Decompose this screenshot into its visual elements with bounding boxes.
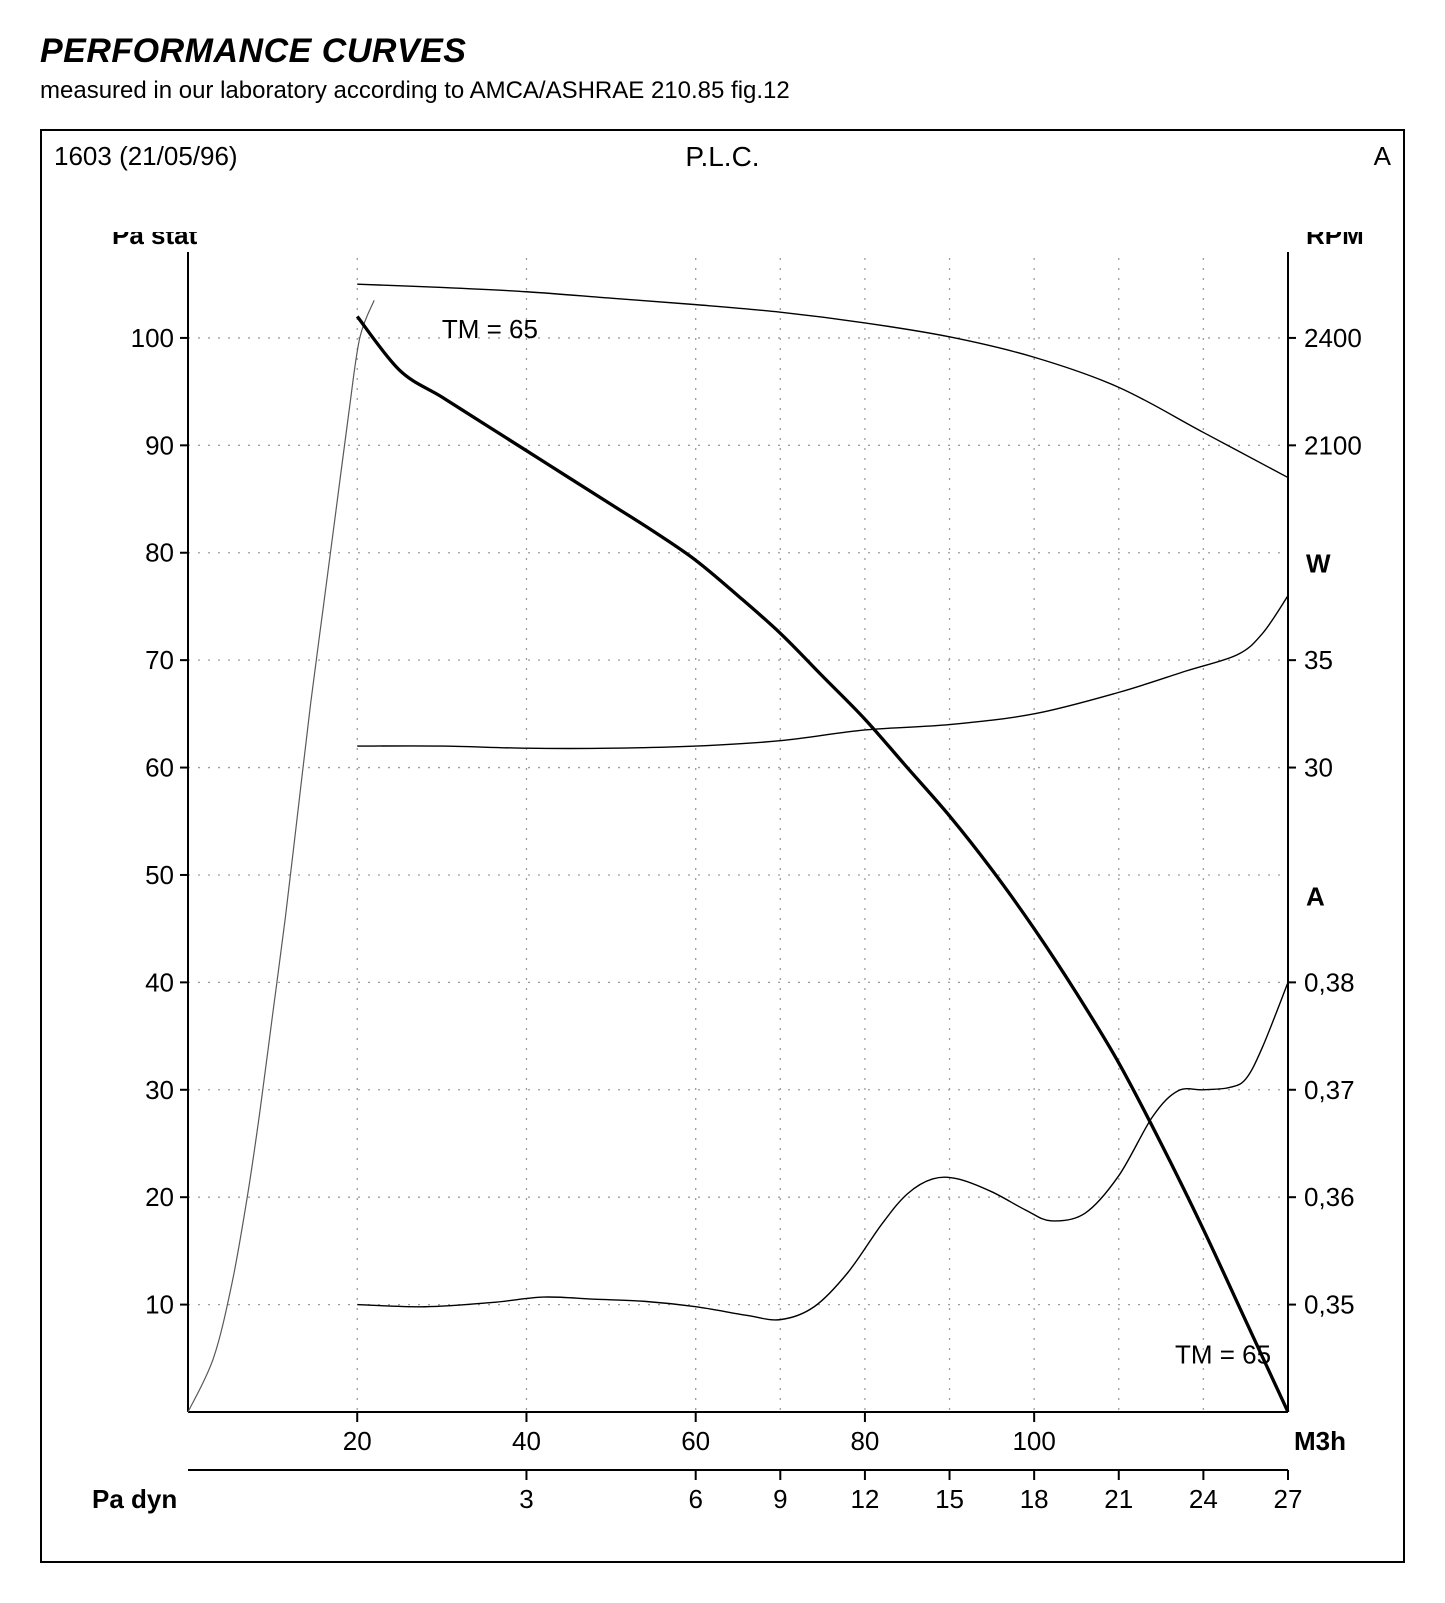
svg-text:0,38: 0,38	[1304, 967, 1355, 997]
svg-text:A: A	[1306, 881, 1325, 911]
page-title: PERFORMANCE CURVES	[40, 32, 1405, 71]
chart-area: 10 20 30 40 50 60 70 80 90 100 Pa stat 20 40 60 80 100 M…	[78, 232, 1367, 1537]
svg-text:10: 10	[145, 1290, 174, 1320]
curve-watts	[357, 596, 1288, 749]
svg-text:90: 90	[145, 430, 174, 460]
svg-text:60: 60	[145, 753, 174, 783]
svg-text:12: 12	[850, 1484, 879, 1514]
svg-text:0,37: 0,37	[1304, 1075, 1355, 1105]
header-right: A	[1374, 141, 1391, 172]
svg-text:30: 30	[1304, 753, 1333, 783]
svg-text:6: 6	[688, 1484, 702, 1514]
svg-text:18: 18	[1020, 1484, 1049, 1514]
svg-text:30: 30	[145, 1075, 174, 1105]
svg-text:27: 27	[1274, 1484, 1303, 1514]
svg-text:20: 20	[145, 1182, 174, 1212]
curve-amps	[357, 982, 1288, 1320]
annotation: TM = 65	[1175, 1340, 1271, 1370]
header-left: 1603 (21/05/96)	[54, 141, 238, 172]
page-subtitle: measured in our laboratory according to …	[40, 77, 1405, 105]
svg-text:50: 50	[145, 860, 174, 890]
svg-text:2400: 2400	[1304, 323, 1362, 353]
svg-text:Pa stat: Pa stat	[112, 232, 198, 250]
svg-text:W: W	[1306, 548, 1331, 578]
curve-system	[188, 300, 374, 1412]
svg-text:2100: 2100	[1304, 430, 1362, 460]
svg-text:15: 15	[935, 1484, 964, 1514]
svg-text:RPM: RPM	[1306, 232, 1364, 250]
svg-text:40: 40	[512, 1426, 541, 1456]
svg-text:80: 80	[850, 1426, 879, 1456]
svg-text:0,36: 0,36	[1304, 1182, 1355, 1212]
svg-text:70: 70	[145, 645, 174, 675]
svg-text:35: 35	[1304, 645, 1333, 675]
svg-text:80: 80	[145, 538, 174, 568]
svg-text:40: 40	[145, 967, 174, 997]
svg-text:100: 100	[1012, 1426, 1055, 1456]
svg-text:M3h: M3h	[1294, 1426, 1346, 1456]
annotation: TM = 65	[442, 314, 538, 344]
svg-text:0,35: 0,35	[1304, 1290, 1355, 1320]
svg-text:21: 21	[1104, 1484, 1133, 1514]
svg-text:3: 3	[519, 1484, 533, 1514]
chart-frame: P.L.C. 1603 (21/05/96) A 102030405060708…	[40, 129, 1405, 1563]
svg-text:Pa dyn: Pa dyn	[92, 1484, 177, 1514]
svg-text:20: 20	[343, 1426, 372, 1456]
curve-pa-stat	[357, 316, 1288, 1412]
chart-svg: 10 20 30 40 50 60 70 80 90 100 Pa stat 20 40 60 80 100 M…	[78, 232, 1398, 1532]
svg-text:9: 9	[773, 1484, 787, 1514]
svg-text:24: 24	[1189, 1484, 1218, 1514]
svg-text:60: 60	[681, 1426, 710, 1456]
svg-text:100: 100	[131, 323, 174, 353]
